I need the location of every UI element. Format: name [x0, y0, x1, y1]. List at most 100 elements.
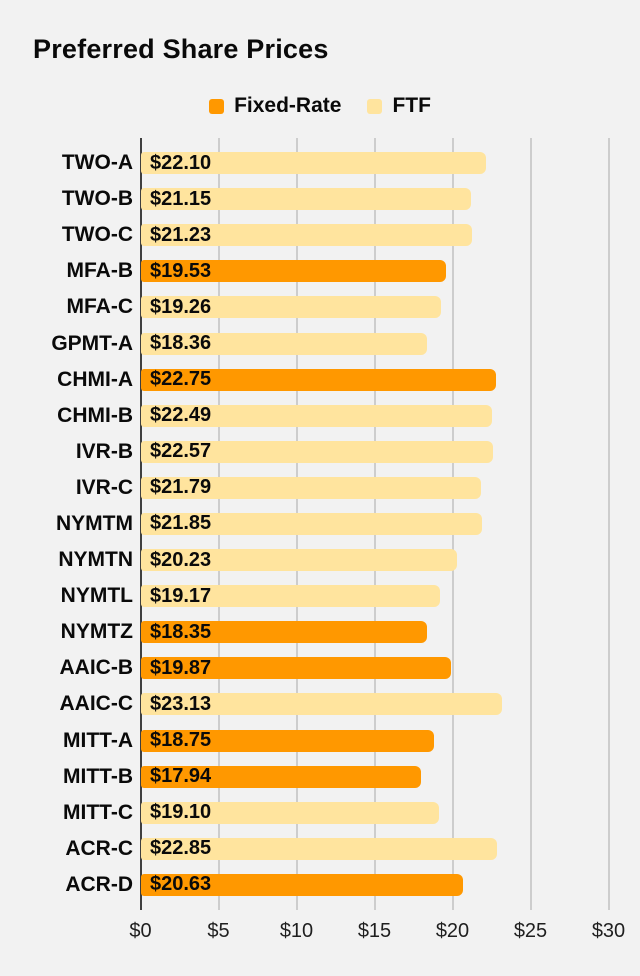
x-tick-label: $15	[357, 920, 392, 942]
value-label: $19.53	[150, 259, 212, 282]
category-label: TWO-B	[61, 187, 133, 211]
y-axis-line	[139, 138, 142, 910]
x-tick-label: $10	[279, 920, 314, 942]
bar-row: MITT-B $17.94	[0, 759, 640, 795]
category-label: IVR-C	[75, 475, 133, 499]
ftf-swatch-icon	[367, 98, 383, 114]
value-label: $22.75	[150, 368, 212, 391]
bar-rows: TWO-A $22.10 TWO-B $21.15 TWO-C $21.23 MFA-B $1…	[0, 145, 640, 903]
value-label: $19.17	[150, 584, 212, 607]
bar: $22.75	[141, 368, 496, 391]
category-label: NYMTZ	[60, 620, 133, 644]
bar: $22.49	[141, 404, 492, 427]
category-label: TWO-A	[61, 151, 133, 175]
bar-row: TWO-A $22.10	[0, 145, 640, 181]
bar-row: IVR-B $22.57	[0, 434, 640, 470]
x-tick-label: $5	[207, 920, 230, 942]
bar-row: AAIC-B $19.87	[0, 650, 640, 686]
gridline	[529, 138, 532, 910]
value-label: $23.13	[150, 692, 212, 715]
bar-row: NYMTZ $18.35	[0, 614, 640, 650]
bar-row: NYMTN $20.23	[0, 542, 640, 578]
bar-row: MFA-B $19.53	[0, 253, 640, 289]
category-label: NYMTN	[58, 548, 133, 572]
bar: $18.75	[141, 729, 434, 752]
value-label: $22.49	[150, 404, 212, 427]
bar-row: NYMTL $19.17	[0, 578, 640, 614]
bar-row: TWO-B $21.15	[0, 181, 640, 217]
bar-row: AAIC-C $23.13	[0, 686, 640, 722]
category-label: MFA-B	[66, 259, 134, 283]
bar: $22.57	[141, 440, 494, 463]
category-label: AAIC-C	[59, 692, 134, 716]
x-tick-label: $25	[513, 920, 548, 942]
value-label: $20.63	[150, 873, 212, 896]
value-label: $21.15	[150, 187, 212, 210]
category-label: CHMI-A	[57, 367, 133, 391]
bar-row: MITT-C $19.10	[0, 795, 640, 831]
bar-row: MFA-C $19.26	[0, 289, 640, 325]
category-label: TWO-C	[61, 223, 133, 247]
bar-row: MITT-A $18.75	[0, 723, 640, 759]
bar-row: TWO-C $21.23	[0, 217, 640, 253]
bar: $20.63	[141, 873, 463, 896]
category-label: MITT-A	[63, 728, 133, 752]
x-tick-label: $0	[129, 920, 152, 942]
chart-title: Preferred Share Prices	[33, 34, 329, 64]
legend-item-fixed-rate: Fixed-Rate	[209, 94, 341, 118]
x-tick-label: $20	[435, 920, 470, 942]
bar-row: GPMT-A $18.36	[0, 325, 640, 361]
bar-row: ACR-D $20.63	[0, 867, 640, 903]
gridline	[607, 138, 610, 910]
bar: $22.85	[141, 837, 498, 860]
category-label: MITT-B	[63, 764, 133, 788]
category-label: NYMTL	[60, 584, 133, 608]
bar: $21.15	[141, 187, 471, 211]
value-label: $21.85	[150, 512, 212, 535]
bar: $19.53	[141, 259, 446, 283]
bar: $18.35	[141, 620, 428, 644]
legend-label-ftf: FTF	[392, 94, 431, 117]
category-label: MITT-C	[63, 800, 133, 824]
value-label: $18.35	[150, 620, 212, 643]
value-label: $21.79	[150, 476, 212, 499]
value-label: $19.26	[150, 295, 212, 318]
category-label: AAIC-B	[59, 656, 134, 680]
legend: Fixed-Rate FTF	[0, 94, 640, 118]
value-label: $22.10	[150, 151, 212, 174]
bar: $21.85	[141, 512, 482, 535]
bar: $23.13	[141, 692, 502, 716]
category-label: NYMTM	[56, 511, 133, 535]
bar: $18.36	[141, 332, 428, 355]
value-label: $19.10	[150, 801, 212, 824]
category-label: GPMT-A	[51, 331, 133, 355]
bar: $22.10	[141, 151, 486, 175]
value-label: $18.75	[150, 729, 212, 752]
bar: $19.17	[141, 584, 441, 608]
bar-row: NYMTM $21.85	[0, 506, 640, 542]
category-label: IVR-B	[75, 439, 133, 463]
legend-item-ftf: FTF	[367, 94, 431, 118]
category-label: ACR-D	[65, 872, 133, 896]
value-label: $19.87	[150, 656, 212, 679]
bar-row: CHMI-B $22.49	[0, 398, 640, 434]
bar: $17.94	[141, 765, 421, 788]
bar-row: IVR-C $21.79	[0, 470, 640, 506]
value-label: $17.94	[150, 765, 212, 788]
bar: $19.10	[141, 801, 439, 824]
bar: $21.79	[141, 476, 481, 499]
bar: $21.23	[141, 223, 473, 247]
fixed-rate-swatch-icon	[209, 98, 225, 114]
bar: $19.26	[141, 295, 442, 319]
bar: $20.23	[141, 548, 457, 572]
value-label: $22.85	[150, 837, 212, 860]
bar-row: ACR-C $22.85	[0, 831, 640, 867]
bar-row: CHMI-A $22.75	[0, 362, 640, 398]
value-label: $20.23	[150, 548, 212, 571]
category-label: ACR-C	[65, 836, 133, 860]
category-label: MFA-C	[66, 295, 134, 319]
x-tick-label: $30	[591, 920, 626, 942]
value-label: $21.23	[150, 223, 212, 246]
